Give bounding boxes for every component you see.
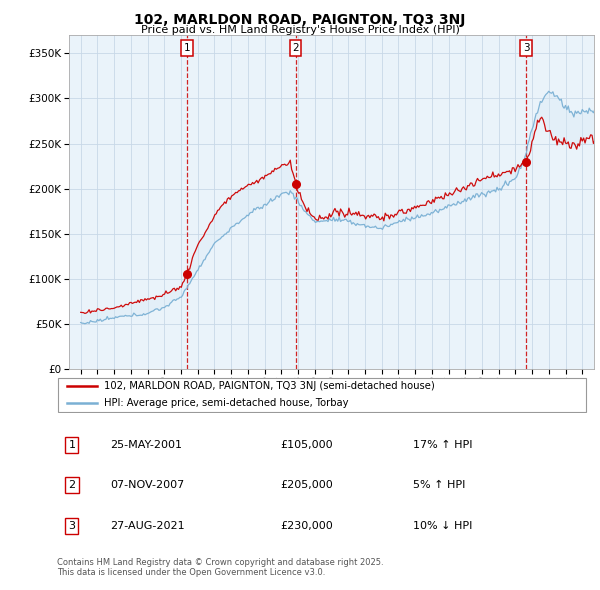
Text: 2: 2: [292, 43, 299, 53]
Text: 102, MARLDON ROAD, PAIGNTON, TQ3 3NJ: 102, MARLDON ROAD, PAIGNTON, TQ3 3NJ: [134, 13, 466, 27]
FancyBboxPatch shape: [58, 378, 586, 412]
Text: HPI: Average price, semi-detached house, Torbay: HPI: Average price, semi-detached house,…: [104, 398, 348, 408]
Text: Price paid vs. HM Land Registry's House Price Index (HPI): Price paid vs. HM Land Registry's House …: [140, 25, 460, 35]
Text: 2: 2: [68, 480, 76, 490]
Text: 5% ↑ HPI: 5% ↑ HPI: [413, 480, 465, 490]
Text: 3: 3: [68, 521, 76, 531]
Text: 17% ↑ HPI: 17% ↑ HPI: [413, 440, 472, 450]
Text: £205,000: £205,000: [280, 480, 333, 490]
Text: 1: 1: [184, 43, 191, 53]
Text: 25-MAY-2001: 25-MAY-2001: [110, 440, 182, 450]
Text: 3: 3: [523, 43, 530, 53]
Text: Contains HM Land Registry data © Crown copyright and database right 2025.
This d: Contains HM Land Registry data © Crown c…: [57, 558, 383, 577]
Text: 1: 1: [68, 440, 76, 450]
Text: £105,000: £105,000: [280, 440, 332, 450]
Text: £230,000: £230,000: [280, 521, 333, 531]
Text: 27-AUG-2021: 27-AUG-2021: [110, 521, 185, 531]
Text: 10% ↓ HPI: 10% ↓ HPI: [413, 521, 472, 531]
Text: 102, MARLDON ROAD, PAIGNTON, TQ3 3NJ (semi-detached house): 102, MARLDON ROAD, PAIGNTON, TQ3 3NJ (se…: [104, 381, 434, 391]
Text: 07-NOV-2007: 07-NOV-2007: [110, 480, 184, 490]
